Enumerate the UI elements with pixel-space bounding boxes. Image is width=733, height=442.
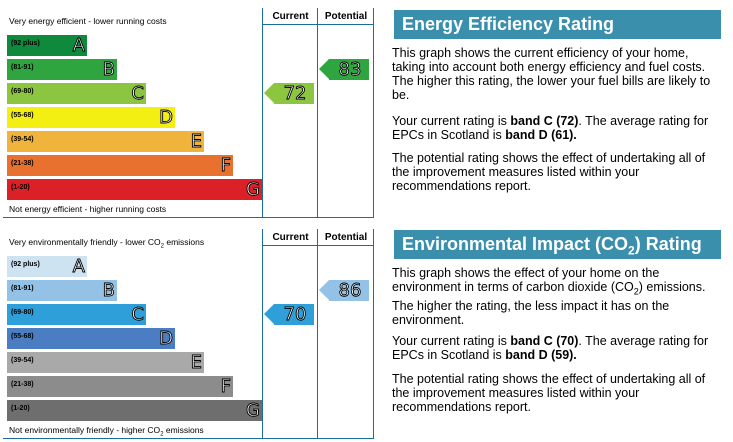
band-a: (92 plus) A bbox=[7, 256, 87, 277]
current-header: Current bbox=[272, 232, 309, 243]
environmental-impact-title: Environmental Impact (CO2) Rating bbox=[394, 230, 721, 259]
band-c: (69-80) C bbox=[7, 83, 146, 104]
current-rating-value: 70 bbox=[283, 304, 307, 326]
bottom-label: Not energy efficient - higher running co… bbox=[9, 204, 167, 214]
band-letter: C bbox=[131, 304, 144, 326]
env-description: This graph shows the effect of your home… bbox=[392, 266, 706, 327]
band-range-label: (81-91) bbox=[11, 64, 34, 71]
band-g: (1-20) G bbox=[7, 179, 262, 200]
band-range-label: (39-54) bbox=[11, 136, 34, 143]
environmental-impact-chart: Current Potential Very environmentally f… bbox=[3, 229, 374, 439]
band-b: (81-91) B bbox=[7, 59, 117, 80]
chart-baseline bbox=[3, 217, 373, 218]
band-range-label: (55-68) bbox=[11, 333, 34, 340]
current-column: Current bbox=[262, 229, 318, 439]
band-letter: B bbox=[102, 280, 115, 302]
band-range-label: (1-20) bbox=[11, 405, 30, 412]
band-letter: E bbox=[190, 352, 202, 374]
energy-description: This graph shows the current efficiency … bbox=[392, 46, 711, 102]
potential-header: Potential bbox=[324, 232, 368, 243]
bottom-label: Not environmentally friendly - higher CO… bbox=[9, 425, 204, 438]
band-letter: F bbox=[220, 376, 231, 398]
band-g: (1-20) G bbox=[7, 400, 262, 421]
band-letter: D bbox=[159, 107, 174, 129]
band-b: (81-91) B bbox=[7, 280, 117, 301]
env-current-rating-text: Your current rating is band C (70). The … bbox=[392, 334, 709, 362]
band-d: (55-68) D bbox=[7, 107, 175, 128]
band-range-label: (39-54) bbox=[11, 357, 34, 364]
band-f: (21-38) F bbox=[7, 376, 233, 397]
potential-rating-value: 83 bbox=[338, 59, 362, 81]
potential-header: Potential bbox=[324, 11, 368, 22]
band-letter: A bbox=[72, 35, 85, 57]
band-letter: E bbox=[190, 131, 202, 153]
band-letter: G bbox=[246, 400, 261, 422]
potential-column: Potential bbox=[317, 229, 374, 439]
potential-rating-value: 86 bbox=[338, 280, 362, 302]
energy-rating-chart: Current Potential Very energy efficient … bbox=[3, 8, 374, 218]
band-range-label: (21-38) bbox=[11, 160, 34, 167]
chart-frame bbox=[3, 8, 374, 218]
band-range-label: (69-80) bbox=[11, 88, 34, 95]
top-label: Very energy efficient - lower running co… bbox=[9, 16, 167, 26]
band-range-label: (55-68) bbox=[11, 112, 34, 119]
band-e: (39-54) E bbox=[7, 131, 204, 152]
band-letter: F bbox=[220, 155, 231, 177]
band-c: (69-80) C bbox=[7, 304, 146, 325]
band-range-label: (69-80) bbox=[11, 309, 34, 316]
current-column: Current bbox=[262, 8, 318, 218]
potential-column: Potential bbox=[317, 8, 374, 218]
band-a: (92 plus) A bbox=[7, 35, 87, 56]
band-range-label: (92 plus) bbox=[11, 261, 40, 268]
band-e: (39-54) E bbox=[7, 352, 204, 373]
band-letter: D bbox=[159, 328, 174, 350]
energy-efficiency-title: Energy Efficiency Rating bbox=[394, 10, 721, 39]
energy-potential-text: The potential rating shows the effect of… bbox=[392, 151, 706, 193]
chart-baseline bbox=[3, 438, 373, 439]
energy-current-rating-text: Your current rating is band C (72). The … bbox=[392, 114, 709, 142]
env-potential-text: The potential rating shows the effect of… bbox=[392, 372, 706, 414]
chart-frame bbox=[3, 229, 374, 439]
band-letter: B bbox=[102, 59, 115, 81]
header-divider bbox=[262, 245, 373, 246]
current-rating-arrow: 72 bbox=[264, 83, 314, 104]
band-letter: C bbox=[131, 83, 144, 105]
band-range-label: (1-20) bbox=[11, 184, 30, 191]
band-range-label: (21-38) bbox=[11, 381, 34, 388]
band-letter: A bbox=[72, 256, 85, 278]
potential-rating-arrow: 83 bbox=[319, 59, 369, 80]
current-rating-arrow: 70 bbox=[264, 304, 314, 325]
band-d: (55-68) D bbox=[7, 328, 175, 349]
top-label: Very environmentally friendly - lower CO… bbox=[9, 237, 205, 250]
current-header: Current bbox=[272, 11, 309, 22]
band-letter: G bbox=[246, 179, 261, 201]
band-range-label: (81-91) bbox=[11, 285, 34, 292]
band-f: (21-38) F bbox=[7, 155, 233, 176]
current-rating-value: 72 bbox=[283, 83, 307, 105]
potential-rating-arrow: 86 bbox=[319, 280, 369, 301]
header-divider bbox=[262, 24, 373, 25]
band-range-label: (92 plus) bbox=[11, 40, 40, 47]
